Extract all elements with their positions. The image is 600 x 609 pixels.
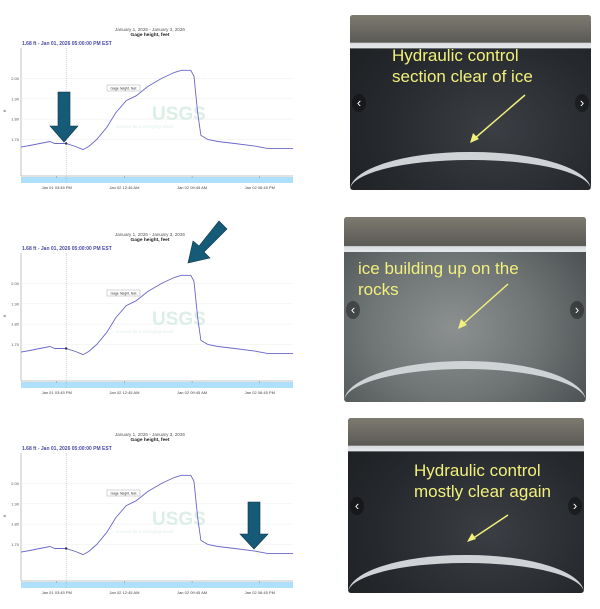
range-navigator[interactable] (21, 382, 293, 388)
hover-readout: 1.68 ft - Jan 01, 2026 05:00:00 PM EST (22, 246, 112, 252)
webcam-photo-1: Hydraulic control section clear of ice ‹ … (350, 15, 591, 190)
x-tick-label: Jan 02 06:45 PM (245, 185, 275, 190)
gage-chart-1: January 1, 2026 - January 3, 2026 Gage he… (0, 0, 300, 200)
x-tick-label: Jan 01 03:45 PM (42, 590, 72, 595)
chart-date-range: January 1, 2026 - January 3, 2026 (115, 232, 185, 237)
caption-line: ice building up on the (358, 259, 519, 278)
y-tick-label: 1.80 (11, 522, 20, 527)
gage-height-line (20, 474, 293, 556)
y-tick-label: 1.90 (11, 301, 20, 306)
x-tick-label: Jan 02 12:45 AM (109, 185, 139, 190)
y-tick-label: 1.80 (11, 117, 20, 122)
gage-height-line (20, 274, 293, 356)
webcam-photo-2: ice building up on the rocks ‹ › (344, 217, 586, 402)
next-photo-button[interactable]: › (568, 496, 582, 515)
annotation-arrow (458, 283, 509, 329)
series-legend-box (106, 289, 141, 297)
range-navigator[interactable] (21, 582, 293, 588)
next-photo-button[interactable]: › (570, 300, 584, 319)
caption-line: rocks (358, 280, 399, 299)
x-tick-label: Jan 01 03:45 PM (42, 390, 72, 395)
hover-readout: 1.68 ft - Jan 01, 2026 05:00:00 PM EST (22, 41, 112, 47)
webcam-photo-3: Hydraulic control mostly clear again ‹ › (348, 418, 584, 593)
river-bank (350, 15, 591, 54)
next-photo-button[interactable]: › (575, 93, 589, 112)
usgs-tagline: science for a changing world (116, 529, 174, 534)
x-tick-label: Jan 02 09:45 AM (177, 590, 207, 595)
lens-rim (344, 361, 586, 402)
x-tick-label: Jan 02 06:45 PM (245, 590, 275, 595)
series-legend-label: Gage height, feet (110, 491, 136, 495)
series-legend-box (106, 489, 141, 497)
photo-caption: ice building up on the rocks (358, 258, 519, 300)
chart-title: Gage height, feet (130, 33, 170, 38)
prev-photo-button[interactable]: ‹ (350, 496, 364, 515)
usgs-tagline: science for a changing world (116, 329, 174, 334)
chart-date-range: January 1, 2026 - January 3, 2026 (115, 27, 185, 32)
caption-line: mostly clear again (414, 482, 552, 501)
usgs-watermark: USGS (152, 309, 206, 330)
gage-chart-3: January 1, 2026 - January 3, 2026 Gage he… (0, 405, 300, 605)
y-tick-label: 1.70 (11, 542, 20, 547)
usgs-watermark: USGS (152, 509, 206, 530)
annotation-arrow-icon (49, 91, 79, 143)
prev-photo-button[interactable]: ‹ (352, 93, 366, 112)
x-tick-label: Jan 02 09:45 AM (177, 185, 207, 190)
x-tick-label: Jan 02 06:45 PM (245, 390, 275, 395)
caption-line: section clear of ice (392, 67, 533, 86)
river-bank (344, 217, 586, 258)
y-axis-label: ft (2, 514, 7, 517)
prev-photo-button[interactable]: ‹ (346, 300, 360, 319)
y-tick-label: 1.90 (11, 501, 20, 506)
gage-chart-2: January 1, 2026 - January 3, 2026 Gage he… (0, 205, 300, 405)
highlight-point (64, 142, 68, 145)
chart-date-range: January 1, 2026 - January 3, 2026 (115, 432, 185, 437)
river-bank (348, 418, 584, 457)
highlight-point (64, 547, 68, 550)
series-legend-label: Gage height, feet (110, 291, 136, 295)
photo-caption: Hydraulic control section clear of ice (392, 45, 533, 87)
y-tick-label: 2.00 (11, 281, 20, 286)
hover-readout: 1.68 ft - Jan 01, 2026 05:00:00 PM EST (22, 446, 112, 452)
x-tick-label: Jan 02 09:45 AM (177, 390, 207, 395)
lens-rim (350, 151, 591, 191)
lens-rim (348, 554, 584, 594)
usgs-tagline: science for a changing world (116, 124, 174, 129)
series-legend-label: Gage height, feet (110, 86, 136, 90)
chart-title: Gage height, feet (130, 438, 170, 443)
x-tick-label: Jan 02 12:45 AM (109, 590, 139, 595)
y-tick-label: 1.70 (11, 342, 20, 347)
y-tick-label: 1.80 (11, 322, 20, 327)
y-axis-label: ft (2, 314, 7, 317)
series-legend-box (106, 84, 141, 92)
y-axis-label: ft (2, 109, 7, 112)
chart-title: Gage height, feet (130, 238, 170, 243)
caption-line: Hydraulic control (392, 46, 519, 65)
caption-line: Hydraulic control (414, 461, 541, 480)
gage-height-line (20, 69, 293, 151)
y-tick-label: 2.00 (11, 481, 20, 486)
y-tick-label: 2.00 (11, 76, 20, 81)
y-tick-label: 1.90 (11, 96, 20, 101)
annotation-arrow-icon (239, 501, 269, 550)
annotation-arrow (467, 514, 509, 542)
photo-caption: Hydraulic control mostly clear again (414, 460, 551, 502)
range-navigator[interactable] (21, 177, 293, 183)
highlight-point (64, 347, 68, 350)
annotation-arrow (470, 94, 526, 143)
usgs-watermark: USGS (152, 104, 206, 125)
annotation-arrow-icon (187, 220, 228, 264)
x-tick-label: Jan 02 12:45 AM (109, 390, 139, 395)
x-tick-label: Jan 01 03:45 PM (42, 185, 72, 190)
y-tick-label: 1.70 (11, 137, 20, 142)
